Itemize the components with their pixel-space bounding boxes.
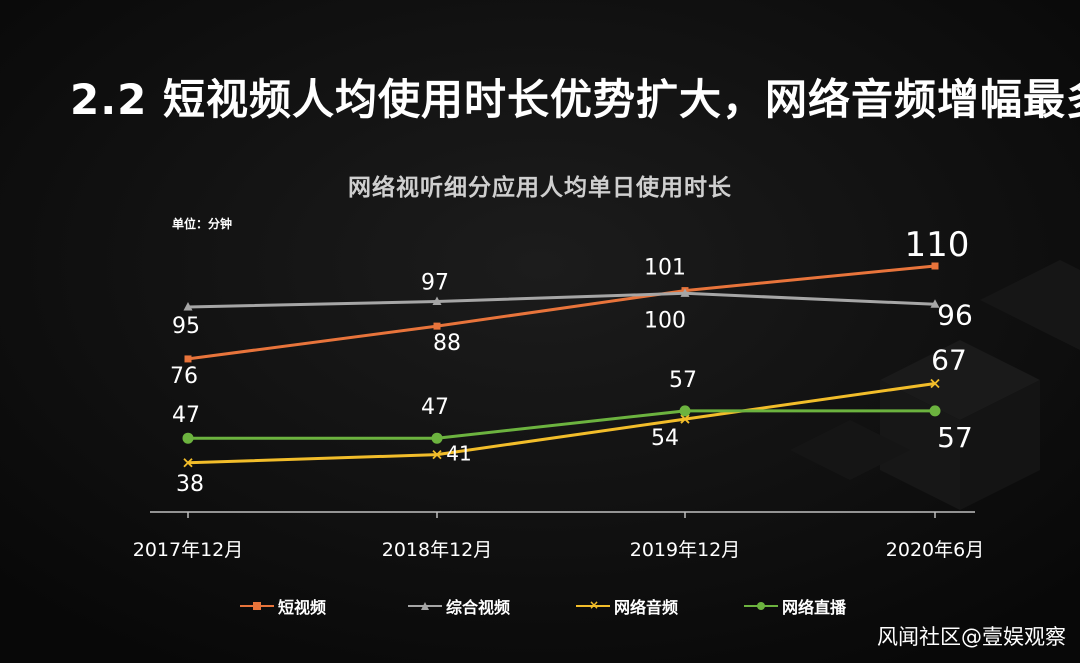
chart-title: 网络视听细分应用人均单日使用时长 bbox=[348, 175, 732, 201]
data-point bbox=[431, 432, 443, 444]
data-point bbox=[182, 432, 194, 444]
data-label: 47 bbox=[172, 403, 200, 428]
legend-swatch-marker bbox=[253, 602, 261, 610]
data-point bbox=[432, 296, 442, 306]
data-label: 96 bbox=[937, 298, 973, 331]
data-point bbox=[184, 355, 192, 363]
data-label: 41 bbox=[446, 442, 471, 466]
data-point bbox=[931, 262, 939, 270]
series-line bbox=[187, 291, 936, 309]
data-label: 67 bbox=[931, 344, 967, 377]
legend-item: 短视频 bbox=[240, 594, 408, 618]
legend-swatch: × bbox=[576, 599, 610, 613]
series-line bbox=[188, 409, 935, 440]
legend-item: × 网络音频 bbox=[576, 594, 744, 618]
data-point bbox=[183, 302, 193, 311]
data-label: 110 bbox=[905, 225, 970, 265]
data-label: 101 bbox=[644, 256, 686, 281]
data-label: 57 bbox=[937, 421, 973, 454]
legend-label: 网络直播 bbox=[782, 598, 847, 617]
x-tick-label: 2017年12月 bbox=[133, 539, 244, 561]
watermark: 风闻社区@壹娱观察 bbox=[877, 625, 1066, 649]
legend-swatch-marker bbox=[757, 602, 765, 610]
slide-title: 2.2 短视频人均使用时长优势扩大，网络音频增幅最多 bbox=[70, 75, 1080, 124]
data-label: 76 bbox=[170, 364, 198, 389]
legend-swatch bbox=[240, 599, 274, 613]
data-label: 88 bbox=[433, 331, 461, 356]
data-point bbox=[432, 449, 442, 460]
data-point bbox=[679, 405, 691, 417]
x-tick-label: 2019年12月 bbox=[630, 539, 741, 561]
data-label: 97 bbox=[421, 271, 449, 296]
data-point bbox=[929, 405, 941, 417]
legend: 短视频 综合视频 × 网络音频 网络直播 bbox=[240, 594, 912, 618]
legend-swatch bbox=[744, 599, 778, 613]
series-line bbox=[187, 264, 936, 361]
data-label: 100 bbox=[644, 308, 686, 333]
data-point bbox=[680, 414, 690, 424]
data-label: 95 bbox=[172, 314, 200, 339]
legend-item: 网络直播 bbox=[744, 594, 912, 618]
legend-swatch bbox=[408, 599, 442, 613]
unit-label: 单位：分钟 bbox=[172, 217, 233, 231]
data-label: 38 bbox=[176, 472, 204, 497]
legend-label: 网络音频 bbox=[614, 598, 679, 617]
data-point bbox=[930, 299, 940, 308]
data-point bbox=[680, 288, 690, 297]
legend-label: 综合视频 bbox=[446, 598, 511, 617]
legend-swatch-line bbox=[576, 605, 610, 607]
data-point bbox=[930, 378, 940, 389]
data-point bbox=[433, 322, 441, 330]
series-line bbox=[187, 382, 936, 465]
legend-swatch-marker bbox=[421, 602, 429, 610]
data-label: 57 bbox=[669, 368, 697, 393]
legend-label: 短视频 bbox=[278, 598, 327, 617]
legend-swatch-marker: × bbox=[589, 598, 600, 612]
data-label: 47 bbox=[421, 395, 449, 420]
x-tick-label: 2018年12月 bbox=[382, 539, 493, 561]
x-tick-label: 2020年6月 bbox=[886, 539, 984, 561]
data-point bbox=[183, 458, 193, 468]
legend-item: 综合视频 bbox=[408, 594, 576, 618]
data-label: 54 bbox=[651, 426, 679, 451]
